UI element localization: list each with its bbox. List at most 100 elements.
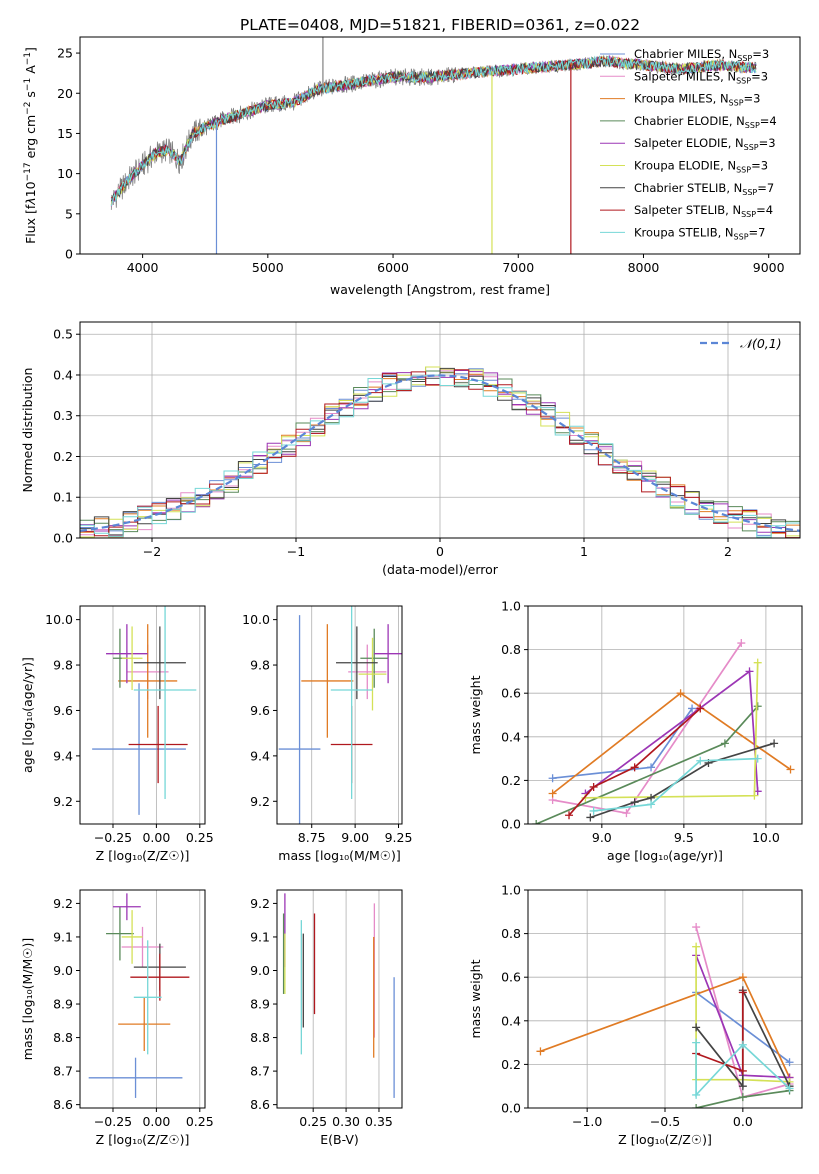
x-tick-label: 9000 — [753, 260, 785, 275]
weight-marker — [696, 756, 705, 765]
y-tick-label: 25 — [57, 46, 73, 61]
weight-marker — [753, 702, 762, 711]
y-tick-label: 0.0 — [501, 1101, 521, 1116]
weight-marker — [785, 1058, 794, 1067]
panel-residuals: −2 −1 0 1 2 0.0 0.1 0.2 0.3 0.4 0.5 (data-model)/er… — [20, 321, 801, 577]
weight-line — [695, 1042, 791, 1098]
y-tick-label: 8.8 — [53, 1030, 73, 1045]
legend-entry: Chabrier STELIB, NSSP=7 — [634, 181, 774, 197]
y-tick-label: 9.2 — [250, 896, 270, 911]
x-tick-label: 10.0 — [752, 830, 780, 845]
weight-marker — [786, 765, 795, 774]
plot-area — [92, 606, 201, 824]
y-tick-label: 10 — [57, 166, 73, 181]
x-tick-label: −0.25 — [94, 830, 132, 845]
weight-marker — [536, 1047, 545, 1056]
y-tick-label: 9.2 — [53, 794, 73, 809]
weight-marker — [548, 789, 557, 798]
y-tick-label: 0.4 — [501, 1013, 521, 1028]
y-tick-label: 0.6 — [501, 686, 521, 701]
weight-marker — [692, 1104, 701, 1108]
figure-title: PLATE=0408, MJD=51821, FIBERID=0361, z=0… — [240, 16, 640, 34]
panel-Z-weight: −1.0 −0.5 0.0 0.0 0.2 0.4 0.6 0.8 1.0 Z [log₁₀(Z/… — [468, 883, 803, 1147]
x-tick-label: 9.0 — [592, 830, 612, 845]
weight-marker — [738, 973, 747, 982]
plot-area — [80, 322, 800, 538]
axes-frame — [79, 889, 206, 1109]
weight-marker — [738, 1082, 747, 1091]
y-axis-label: mass weight — [468, 959, 483, 1038]
y-tick-label: 5 — [65, 206, 73, 221]
panel-age-weight: 9.0 9.5 10.0 0.0 0.2 0.4 0.6 0.8 1.0 age [log₁₀(a… — [468, 599, 803, 863]
y-tick-label: 9.2 — [53, 896, 73, 911]
y-tick-label: 0.8 — [501, 926, 521, 941]
y-tick-label: 0.4 — [501, 729, 521, 744]
weight-marker — [692, 1023, 701, 1032]
weight-marker — [586, 813, 595, 822]
x-tick-label: 0.00 — [142, 830, 170, 845]
weight-line — [695, 946, 790, 1083]
plot-area — [278, 606, 402, 824]
x-axis-label: Z [log₁₀(Z/Z☉)] — [618, 1132, 712, 1147]
model-spectrum — [111, 57, 757, 202]
legend-entry: 𝒩(0,1) — [740, 336, 782, 351]
panel-Z-mass: −0.25 0.00 0.25 8.6 8.7 8.8 8.9 9.0 9.1 9.2 Z [log… — [20, 889, 214, 1147]
weight-marker — [548, 774, 557, 783]
y-tick-label: 9.0 — [53, 963, 73, 978]
y-tick-label: 0.2 — [53, 449, 73, 464]
y-tick-label: 10.0 — [242, 612, 270, 627]
x-tick-label: 8000 — [628, 260, 660, 275]
x-tick-label: 6000 — [377, 260, 409, 275]
y-tick-label: 8.7 — [53, 1064, 73, 1079]
weight-marker — [676, 689, 685, 698]
y-tick-label: 0.1 — [53, 490, 73, 505]
y-tick-label: 9.1 — [53, 929, 73, 944]
weight-marker — [720, 739, 729, 748]
weight-marker — [647, 800, 656, 809]
y-tick-label: 8.6 — [53, 1097, 73, 1112]
x-tick-label: 0.00 — [142, 1114, 170, 1129]
x-tick-label: −1.0 — [572, 1114, 602, 1129]
y-axis-label: age [log₁₀(age/yr)] — [20, 657, 35, 773]
weight-marker — [688, 704, 697, 713]
weight-line — [593, 757, 758, 812]
legend-entry: Kroupa MILES, NSSP=3 — [634, 92, 760, 108]
legend-entry: Kroupa STELIB, NSSP=7 — [634, 225, 765, 241]
weight-line — [552, 708, 693, 780]
y-tick-label: 0.5 — [53, 327, 73, 342]
y-tick-label: 9.8 — [53, 658, 73, 673]
y-tick-label: 0.2 — [501, 773, 521, 788]
x-tick-label: −1 — [287, 544, 305, 559]
x-axis-label: wavelength [Angstrom, rest frame] — [330, 282, 550, 297]
x-axis-label: age [log₁₀(age/yr)] — [607, 848, 723, 863]
y-tick-label: 9.6 — [53, 703, 73, 718]
histogram-kroupa-stelib — [80, 374, 800, 538]
weight-marker — [692, 1038, 701, 1047]
weight-line — [568, 707, 701, 816]
x-tick-label: 0.25 — [186, 830, 214, 845]
plot-area — [110, 37, 757, 254]
weight-marker — [589, 782, 598, 791]
plot-area — [528, 606, 802, 824]
weight-marker — [696, 704, 705, 713]
y-axis-label: mass weight — [468, 675, 483, 754]
panel-ebv-mass: 0.25 0.30 0.35 8.6 8.7 8.8 8.9 9.0 9.1 9.2 E(B-V) — [250, 889, 403, 1147]
weight-line — [584, 669, 759, 795]
y-tick-label: 0.6 — [501, 970, 521, 985]
y-axis-label: Normed distribution — [20, 368, 35, 493]
y-tick-label: 0.2 — [501, 1057, 521, 1072]
weight-marker — [630, 763, 639, 772]
axes-frame — [527, 605, 803, 825]
axes-frame — [276, 889, 403, 1109]
weight-marker — [692, 1090, 701, 1099]
weight-marker — [738, 1066, 747, 1075]
x-tick-label: 0 — [436, 544, 444, 559]
axes-frame — [79, 36, 801, 255]
y-tick-label: 20 — [57, 86, 73, 101]
y-tick-label: 9.0 — [250, 963, 270, 978]
normal-curve — [80, 374, 800, 532]
weight-marker — [692, 942, 701, 951]
y-tick-label: 0.8 — [501, 642, 521, 657]
plot-area — [528, 890, 802, 1108]
